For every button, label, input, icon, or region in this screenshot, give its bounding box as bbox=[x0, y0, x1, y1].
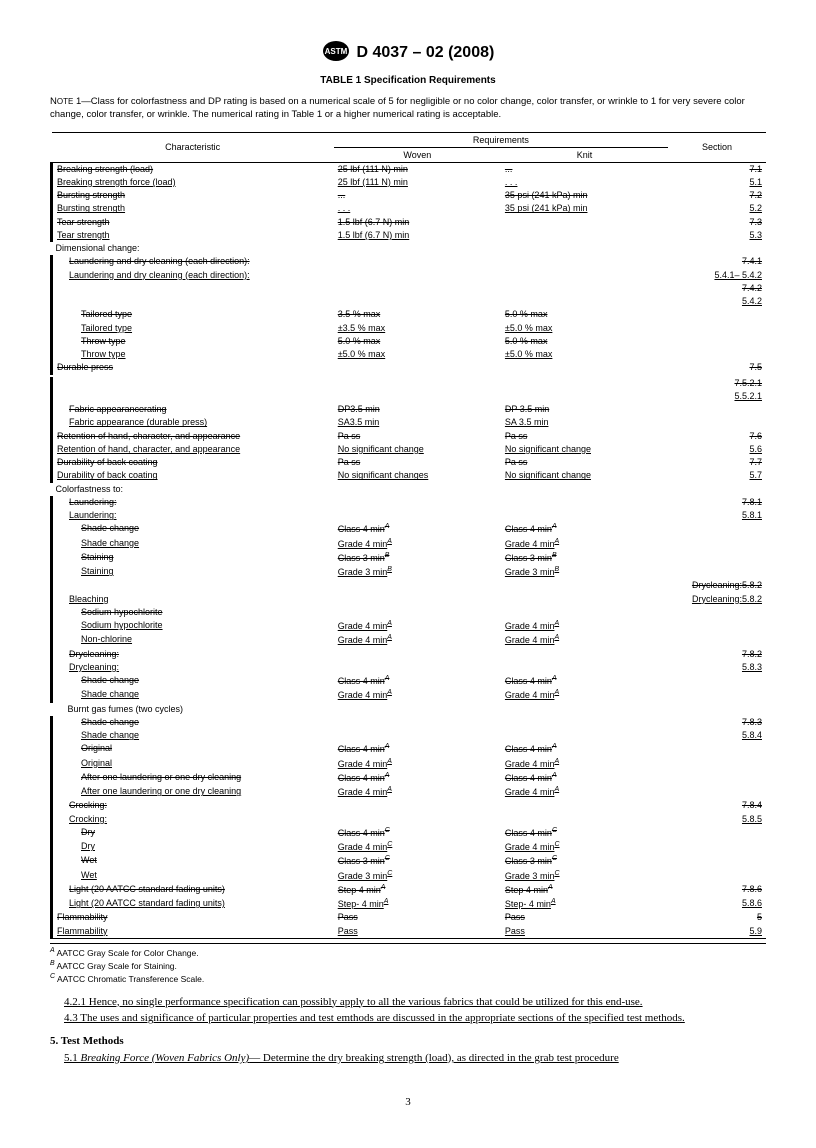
table-row: OriginalGrade 4 minAGrade 4 minA bbox=[52, 757, 767, 771]
table-row: Light (20 AATCC standard fading units)St… bbox=[52, 883, 767, 897]
table-row: Dimensional change: bbox=[52, 242, 767, 255]
table-body: Breaking strength (load)25 lbf (111 N) m… bbox=[52, 162, 767, 938]
note: NOTE 1—Class for colorfastness and DP ra… bbox=[50, 96, 766, 122]
table-row: Fabric appearanceratingDP3.5 minDP 3.5 m… bbox=[52, 403, 767, 416]
th-woven: Woven bbox=[334, 147, 501, 162]
footnote-a: AATCC Gray Scale for Color Change. bbox=[57, 948, 199, 958]
table-row: Tear strength1.5 lbf (6.7 N) min5.3 bbox=[52, 229, 767, 242]
table-row: Shade changeClass 4 minAClass 4 minA bbox=[52, 522, 767, 536]
th-knit: Knit bbox=[501, 147, 668, 162]
table-row: 7.5.2.1 bbox=[52, 377, 767, 390]
astm-logo: ASTM bbox=[322, 40, 350, 65]
table-row: Shade changeClass 4 minAClass 4 minA bbox=[52, 674, 767, 688]
table-row: Crocking:5.8.5 bbox=[52, 813, 767, 826]
table-row: Drycleaning:7.8.2 bbox=[52, 648, 767, 661]
table-row: Burnt gas fumes (two cycles) bbox=[52, 703, 767, 716]
table-row: Sodium hypochlorite bbox=[52, 606, 767, 619]
section-5-head: 5. Test Methods bbox=[50, 1034, 766, 1049]
footnote-b: AATCC Gray Scale for Staining. bbox=[57, 961, 177, 971]
table-row: Breaking strength (load)25 lbf (111 N) m… bbox=[52, 162, 767, 176]
table-row: Laundering:5.8.1 bbox=[52, 509, 767, 522]
table-row: Crocking:7.8.4 bbox=[52, 799, 767, 812]
table-row: Tailored type±3.5 % max±5.0 % max bbox=[52, 322, 767, 335]
table-row: WetClass 3 minCClass 3 minC bbox=[52, 854, 767, 868]
footnotes: A AATCC Gray Scale for Color Change. B A… bbox=[50, 943, 766, 985]
table-row: Tailored type3.5 % max5.0 % max bbox=[52, 308, 767, 321]
th-characteristic: Characteristic bbox=[52, 132, 334, 162]
table-row: Laundering:7.8.1 bbox=[52, 496, 767, 509]
table-row: StainingGrade 3 minBGrade 3 minB bbox=[52, 565, 767, 579]
footnote-c: AATCC Chromatic Transference Scale. bbox=[57, 973, 204, 983]
table-row: FlammabilityPassPass5.9 bbox=[52, 925, 767, 939]
table-row: Colorfastness to: bbox=[52, 483, 767, 496]
table-row: Durability of back coatingNo significant… bbox=[52, 469, 767, 482]
table-row: After one laundering or one dry cleaning… bbox=[52, 785, 767, 799]
table-row: StainingClass 3 minBClass 3 minB bbox=[52, 551, 767, 565]
table-row: Laundering and dry cleaning (each direct… bbox=[52, 269, 767, 282]
svg-text:ASTM: ASTM bbox=[324, 47, 347, 56]
note-text: 1—Class for colorfastness and DP rating … bbox=[50, 96, 745, 120]
table-row: Shade change5.8.4 bbox=[52, 729, 767, 742]
table-row: BleachingDrycleaning:5.8.2 bbox=[52, 593, 767, 606]
table-row: Shade changeGrade 4 minAGrade 4 minA bbox=[52, 688, 767, 702]
table-row: 7.4.2 bbox=[52, 282, 767, 295]
para-43: 4.3 The uses and significance of particu… bbox=[50, 1011, 766, 1026]
spec-table: Characteristic Requirements Section Wove… bbox=[50, 132, 766, 939]
table-row: Durability of back coatingPa ssPa ss7.7 bbox=[52, 456, 767, 469]
table-row: Throw type5.0 % max5.0 % max bbox=[52, 335, 767, 348]
table-title: TABLE 1 Specification Requirements bbox=[50, 75, 766, 86]
table-row: Fabric appearance (durable press)SA3.5 m… bbox=[52, 416, 767, 429]
table-row: OriginalClass 4 minAClass 4 minA bbox=[52, 742, 767, 756]
para-421: 4.2.1 Hence, no single performance speci… bbox=[50, 995, 766, 1010]
table-row: Retention of hand, character, and appear… bbox=[52, 443, 767, 456]
table-row: DryGrade 4 minCGrade 4 minC bbox=[52, 840, 767, 854]
header: ASTM D 4037 – 02 (2008) bbox=[50, 40, 766, 65]
th-requirements: Requirements bbox=[334, 132, 668, 147]
table-row: Retention of hand, character, and appear… bbox=[52, 430, 767, 443]
doc-id: D 4037 – 02 (2008) bbox=[356, 44, 494, 62]
table-row: Non-chlorineGrade 4 minAGrade 4 minA bbox=[52, 633, 767, 647]
table-row: Bursting strength. . .35 psi (241 kPa) m… bbox=[52, 202, 767, 215]
page-number: 3 bbox=[50, 1096, 766, 1108]
body-text: 4.2.1 Hence, no single performance speci… bbox=[50, 995, 766, 1066]
table-row: Shade changeGrade 4 minAGrade 4 minA bbox=[52, 537, 767, 551]
table-row: Tear strength1.5 lbf (6.7 N) min7.3 bbox=[52, 216, 767, 229]
table-row: Breaking strength force (load)25 lbf (11… bbox=[52, 176, 767, 189]
th-section: Section bbox=[668, 132, 766, 162]
table-row: Drycleaning:5.8.3 bbox=[52, 661, 767, 674]
table-row: WetGrade 3 minCGrade 3 minC bbox=[52, 869, 767, 883]
table-row: Drycleaning:5.8.2 bbox=[52, 579, 767, 592]
table-row: Sodium hypochloriteGrade 4 minAGrade 4 m… bbox=[52, 619, 767, 633]
table-row: After one laundering or one dry cleaning… bbox=[52, 771, 767, 785]
table-row: DryClass 4 minCClass 4 minC bbox=[52, 826, 767, 840]
table-row: Shade change7.8.3 bbox=[52, 716, 767, 729]
table-row: 5.5.2.1 bbox=[52, 390, 767, 403]
table-row: 5.4.2 bbox=[52, 295, 767, 308]
table-row: Throw type±5.0 % max±5.0 % max bbox=[52, 348, 767, 361]
table-row: Light (20 AATCC standard fading units)St… bbox=[52, 897, 767, 911]
para-51: 5.1 Breaking Force (Woven Fabrics Only)—… bbox=[50, 1051, 766, 1066]
table-row: Durable press7.5 bbox=[52, 361, 767, 374]
table-row: FlammabilityPassPass5 bbox=[52, 911, 767, 924]
table-row: Laundering and dry cleaning (each direct… bbox=[52, 255, 767, 268]
table-row: Bursting strength...35 psi (241 kPa) min… bbox=[52, 189, 767, 202]
